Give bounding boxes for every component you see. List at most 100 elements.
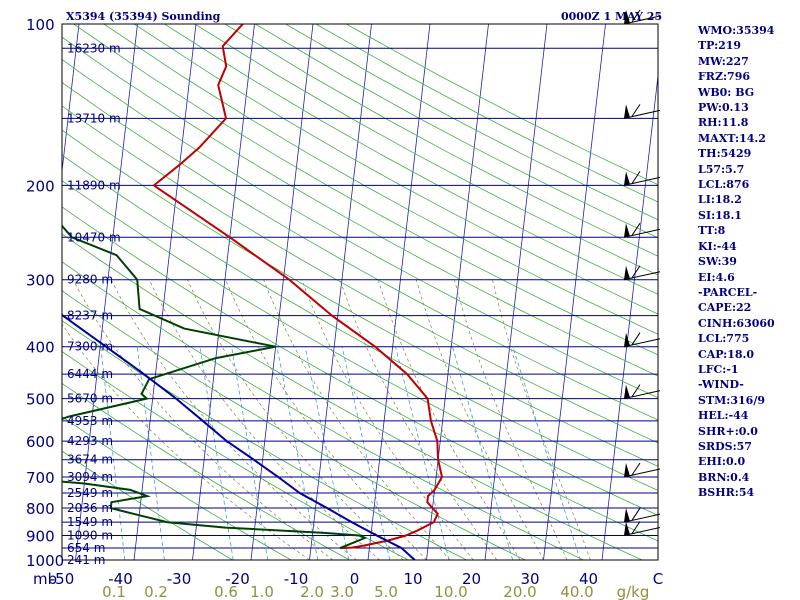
wind-barb bbox=[623, 462, 661, 478]
index-line: RH:11.8 bbox=[698, 116, 749, 130]
index-line: LCL:876 bbox=[698, 178, 750, 192]
index-line: MW:227 bbox=[698, 54, 749, 68]
moist-adiabat-line bbox=[377, 279, 521, 560]
isotherm-line bbox=[367, 24, 431, 560]
height-label: 241 m bbox=[67, 553, 105, 567]
index-line: EI:4.6 bbox=[698, 270, 735, 284]
wind-barb bbox=[623, 521, 661, 536]
mixing-ratio-line bbox=[136, 346, 165, 560]
isotherm-line bbox=[484, 24, 548, 560]
temperature-tick-label: -20 bbox=[225, 570, 250, 588]
isotherm-line bbox=[133, 24, 197, 560]
temperature-profile bbox=[152, 24, 444, 550]
pressure-tick-label: 900 bbox=[26, 527, 55, 545]
index-line: -WIND- bbox=[698, 378, 744, 392]
plot-frame bbox=[61, 23, 659, 561]
wind-barb-feather bbox=[631, 332, 641, 345]
wind-barb-feather bbox=[631, 462, 641, 476]
height-label: 6444 m bbox=[67, 367, 113, 381]
wind-barb-pennant bbox=[624, 521, 630, 536]
temperature-tick-label: -50 bbox=[50, 570, 75, 588]
wind-barb bbox=[623, 384, 661, 400]
profile-layer bbox=[62, 24, 444, 560]
height-label: 654 m bbox=[67, 541, 105, 555]
grid-layer bbox=[62, 24, 658, 560]
pressure-tick-label: 600 bbox=[26, 433, 55, 451]
mixing-ratio-axis-label: g/kg bbox=[617, 583, 650, 600]
pressure-tick-label: 300 bbox=[26, 272, 55, 290]
index-line: BSHR:54 bbox=[698, 486, 755, 500]
mixing-ratio-tick-label: 10.0 bbox=[434, 583, 467, 600]
index-line: LFC:-1 bbox=[698, 362, 739, 376]
isobar-layer bbox=[62, 47, 658, 561]
isotherm-line bbox=[250, 24, 314, 560]
temperature-tick-label: 0 bbox=[350, 570, 360, 588]
wind-barb-pennant bbox=[624, 223, 630, 238]
index-line: WMO:35394 bbox=[698, 24, 775, 37]
wind-barb-staff bbox=[623, 390, 661, 400]
wind-barb-pennant bbox=[624, 384, 630, 399]
dry-adiabat-line bbox=[103, 24, 658, 335]
index-line: TH:5429 bbox=[698, 147, 752, 161]
height-label: 7300 m bbox=[67, 340, 113, 354]
wind-barb bbox=[623, 171, 661, 186]
temperature-axis-label: C bbox=[653, 570, 663, 588]
stability-indices-panel: WMO:35394 TP:219 MW:227 FRZ:796 WB0: BG PW:0.… bbox=[698, 23, 798, 501]
dry-adiabat-line bbox=[62, 180, 658, 516]
wind-barb-staff bbox=[623, 338, 661, 348]
wind-barb bbox=[623, 332, 661, 348]
wind-barb-pennant bbox=[624, 332, 630, 347]
plot-title: X5394 (35394) Sounding bbox=[66, 10, 221, 23]
index-line: BRN:0.4 bbox=[698, 470, 750, 484]
height-label: 5670 m bbox=[67, 392, 113, 406]
temperature-tick-label: 40 bbox=[579, 570, 598, 588]
index-line: CAPE:22 bbox=[698, 301, 752, 315]
height-label: 8237 m bbox=[67, 309, 113, 323]
wind-barb-pennant bbox=[624, 508, 630, 523]
mixing-ratio-tick-label: 5.0 bbox=[374, 583, 398, 600]
wind-barb-feather bbox=[631, 507, 641, 521]
wind-barb-staff bbox=[623, 526, 661, 536]
wind-barb-pennant bbox=[624, 171, 630, 186]
mixing-ratio-tick-label: 3.0 bbox=[330, 583, 354, 600]
wind-barb-feather bbox=[631, 265, 641, 279]
dry-adiabat-line bbox=[62, 82, 658, 421]
pressure-tick-label: 100 bbox=[26, 16, 55, 34]
dry-adiabat-line bbox=[62, 58, 658, 399]
dry-adiabat-line bbox=[62, 350, 409, 560]
index-line: L57:5.7 bbox=[698, 162, 745, 176]
height-label: 13710 m bbox=[67, 111, 121, 125]
temperature-tick-label: 20 bbox=[462, 570, 481, 588]
pressure-tick-label: 500 bbox=[26, 391, 55, 409]
index-line: TT:8 bbox=[698, 224, 726, 238]
index-line: CINH:63060 bbox=[698, 316, 775, 330]
moist-adiabat-line bbox=[339, 279, 497, 560]
mixing-ratio-line bbox=[395, 346, 450, 560]
height-label: 2549 m bbox=[67, 486, 113, 500]
isotherm-line bbox=[309, 24, 372, 560]
mixing-ratio-tick-label: 0.1 bbox=[102, 583, 126, 600]
height-label: 2036 m bbox=[67, 501, 113, 515]
moist-adiabat-line bbox=[301, 279, 474, 560]
wind-barb-feather bbox=[631, 521, 641, 534]
mixing-ratio-tick-label: 0.6 bbox=[214, 583, 238, 600]
wind-barb bbox=[623, 223, 661, 238]
height-label: 4293 m bbox=[67, 434, 113, 448]
dewpoint-profile bbox=[62, 224, 368, 550]
temperature-tick-label: -30 bbox=[167, 570, 192, 588]
index-line: WB0: BG bbox=[698, 85, 755, 99]
wind-barb-feather bbox=[631, 384, 641, 397]
temperature-tick-label: 10 bbox=[403, 570, 422, 588]
parcel-path bbox=[62, 313, 416, 560]
mixing-ratio-tick-label: 0.2 bbox=[144, 583, 168, 600]
isotherm-line bbox=[601, 72, 658, 560]
temperature-tick-label: -40 bbox=[108, 570, 133, 588]
wind-barb-staff bbox=[623, 176, 661, 186]
wind-barb-feather bbox=[631, 171, 641, 184]
index-line: HEL:-44 bbox=[698, 409, 749, 423]
wind-barb-feather bbox=[631, 223, 641, 236]
temperature-tick-label: -10 bbox=[284, 570, 309, 588]
wind-barb bbox=[623, 507, 661, 523]
mixing-ratio-line bbox=[452, 346, 514, 560]
index-line: STM:316/9 bbox=[698, 393, 765, 407]
